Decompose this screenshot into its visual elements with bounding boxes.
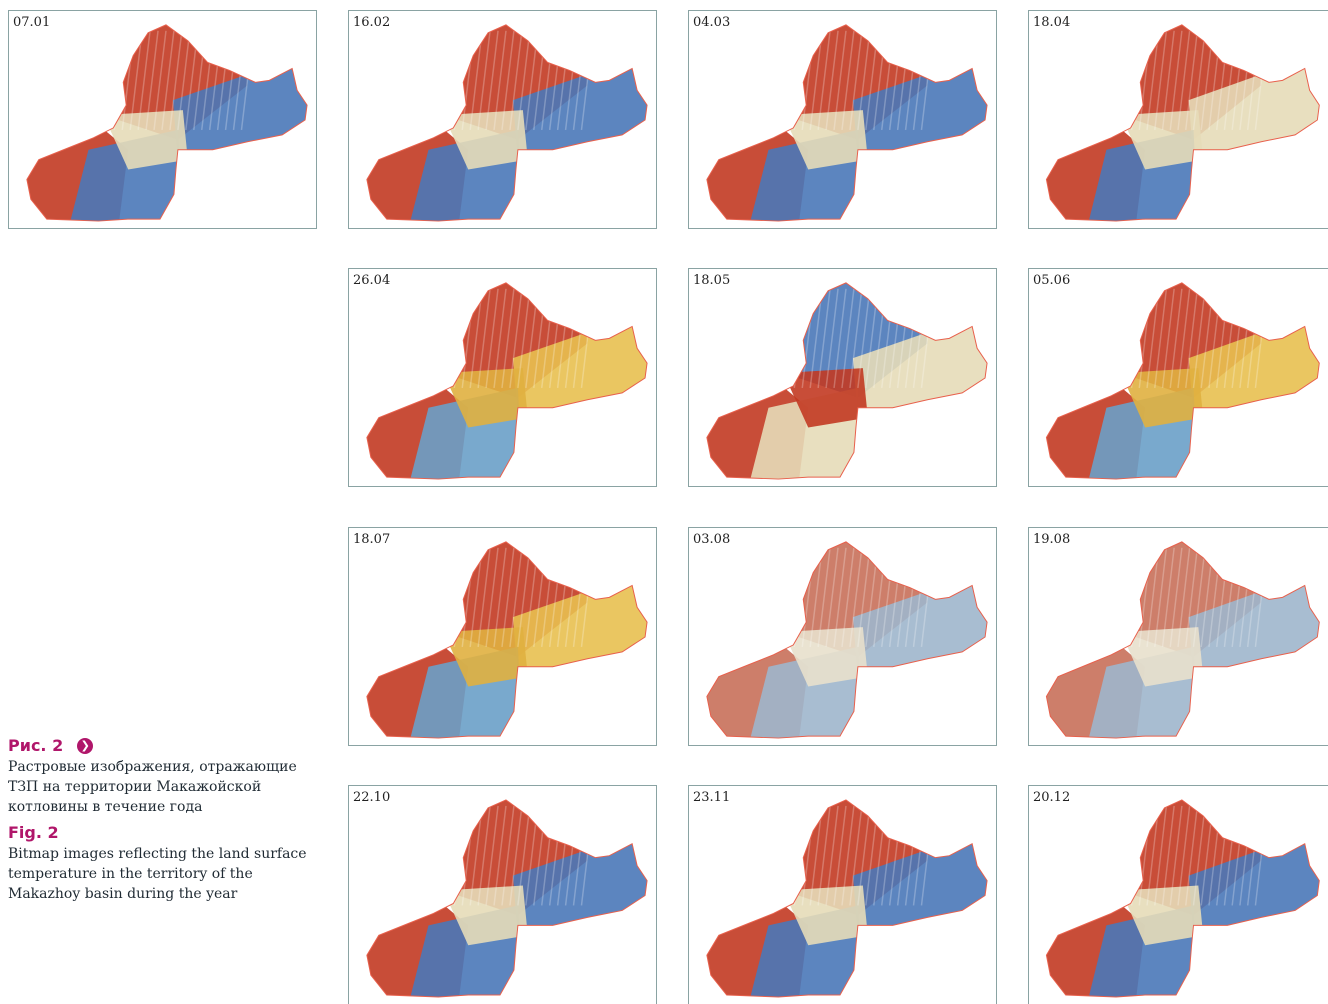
- temperature-map: [366, 282, 648, 480]
- panel-date: 05.06: [1033, 273, 1071, 288]
- figure-label-en: Fig. 2: [8, 823, 59, 842]
- map-panel: 05.06: [1028, 268, 1328, 487]
- caption-text-en: Bitmap images reflecting the land surfac…: [8, 846, 307, 902]
- panel-date: 26.04: [353, 273, 391, 288]
- panel-date: 04.03: [693, 15, 731, 30]
- panel-date: 18.05: [693, 273, 731, 288]
- map-panel: 20.12: [1028, 785, 1328, 1004]
- temperature-map: [1045, 799, 1320, 998]
- map-panel: 04.03: [688, 10, 997, 229]
- panel-date: 07.01: [13, 15, 51, 30]
- panel-date: 22.10: [353, 790, 391, 805]
- panel-date: 19.08: [1033, 532, 1071, 547]
- map-panel: 19.08: [1028, 527, 1328, 746]
- map-panel: 26.04: [348, 268, 657, 487]
- temperature-map: [366, 541, 648, 739]
- temperature-map: [1045, 541, 1320, 739]
- caption-text-ru: Растровые изображения, отражающие ТЗП на…: [8, 759, 297, 815]
- map-panel: 16.02: [348, 10, 657, 229]
- panel-date: 20.12: [1033, 790, 1071, 805]
- panel-date: 16.02: [353, 15, 391, 30]
- figure-caption: Рис. 2 ❯ Растровые изображения, отражающ…: [8, 736, 308, 910]
- temperature-map: [706, 799, 988, 998]
- map-panel: 18.07: [348, 527, 657, 746]
- figure-label-ru: Рис. 2: [8, 736, 64, 755]
- temperature-map: [366, 24, 648, 222]
- arrow-right-icon[interactable]: ❯: [77, 737, 94, 754]
- map-panel: 23.11: [688, 785, 997, 1004]
- panel-date: 18.04: [1033, 15, 1071, 30]
- panel-date: 23.11: [693, 790, 731, 805]
- temperature-map: [706, 24, 988, 222]
- caption-heading-en: Fig. 2: [8, 823, 308, 842]
- temperature-map: [1045, 24, 1320, 222]
- map-panel: 18.04: [1028, 10, 1328, 229]
- panel-date: 03.08: [693, 532, 731, 547]
- temperature-map: [1045, 282, 1320, 480]
- temperature-map: [366, 799, 648, 998]
- map-panel: 18.05: [688, 268, 997, 487]
- temperature-map: [706, 282, 988, 480]
- map-panel: 07.01: [8, 10, 317, 229]
- panel-date: 18.07: [353, 532, 391, 547]
- temperature-map: [26, 24, 308, 222]
- caption-heading-ru: Рис. 2 ❯: [8, 736, 308, 755]
- map-panel: 22.10: [348, 785, 657, 1004]
- temperature-map: [706, 541, 988, 739]
- map-panel: 03.08: [688, 527, 997, 746]
